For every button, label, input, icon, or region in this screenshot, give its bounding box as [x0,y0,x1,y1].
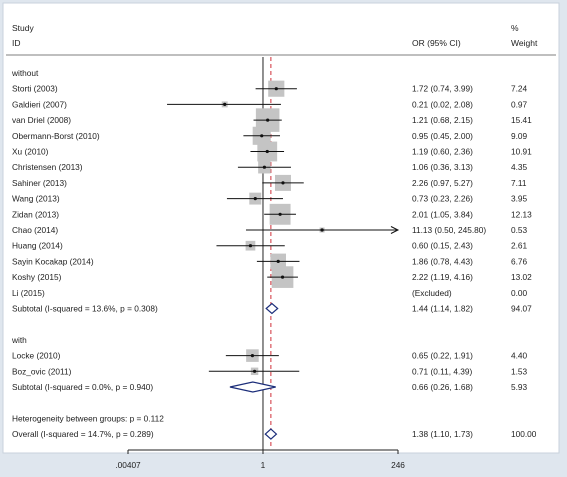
point-estimate [278,212,282,216]
estimate-text: 1.44 (1.14, 1.82) [412,304,473,314]
header-study: Study [12,23,34,33]
estimate-text: 1.38 (1.10, 1.73) [412,429,473,439]
overall-diamond [264,428,278,440]
point-estimate [260,134,264,138]
x-tick-label: 246 [391,460,405,470]
point-estimate [223,102,227,106]
estimate-text: 1.06 (0.36, 3.13) [412,162,473,172]
point-estimate [248,244,253,248]
study-label: Galdieri (2007) [12,99,67,109]
point-estimate [280,275,285,279]
point-estimate [262,165,267,169]
overall-label: Overall (I-squared = 14.7%, p = 0.289) [12,429,154,439]
estimate-text: 0.60 (0.15, 2.43) [412,241,473,251]
estimate-text: 2.22 (1.19, 4.16) [412,272,473,282]
estimate-text: 1.86 (0.78, 4.43) [412,256,473,266]
estimate-text: 1.19 (0.60, 2.36) [412,147,473,157]
point-estimate [320,228,324,232]
study-label: Christensen (2013) [12,162,83,172]
weight-text: 10.91 [511,147,532,157]
estimate-text: 0.66 (0.26, 1.68) [412,382,473,392]
weight-text: 3.95 [511,194,528,204]
subtotal-diamond [265,302,279,315]
estimate-text: 2.26 (0.97, 5.27) [412,178,473,188]
point-estimate [276,259,280,263]
subtotal-diamond [229,381,276,393]
study-label: Sayin Kocakap (2014) [12,256,94,266]
point-estimate [281,181,285,185]
point-estimate [253,197,257,201]
study-label: Zidan (2013) [12,209,59,219]
weight-text: 12.13 [511,209,532,219]
estimate-text: 1.72 (0.74, 3.99) [412,84,473,94]
estimate-text: (Excluded) [412,288,452,298]
point-estimate [266,118,270,122]
x-tick-label: 1 [261,460,266,470]
header-weight: Weight [511,38,538,48]
weight-text: 94.07 [511,304,532,314]
study-label: Li (2015) [12,288,45,298]
estimate-text: 0.65 (0.22, 1.91) [412,351,473,361]
study-label: Boz_ovic (2011) [12,366,72,376]
subtotal-label: Subtotal (I-squared = 0.0%, p = 0.940) [12,382,153,392]
study-label: Storti (2003) [12,84,58,94]
weight-text: 0.53 [511,225,528,235]
group-label: without [11,68,39,78]
estimate-text: 0.95 (0.45, 2.00) [412,131,473,141]
weight-text: 4.35 [511,162,528,172]
study-label: Sahiner (2013) [12,178,67,188]
ci-arrow [390,226,400,234]
weight-text: 13.02 [511,272,532,282]
weight-text: 1.53 [511,366,528,376]
weight-text: 0.00 [511,288,528,298]
estimate-text: 0.21 (0.02, 2.08) [412,99,473,109]
study-label: Koshy (2015) [12,272,62,282]
header-weight-top: % [511,23,519,33]
weight-text: 100.00 [511,429,537,439]
weight-text: 5.93 [511,382,528,392]
weight-text: 2.61 [511,241,528,251]
weight-text: 0.97 [511,99,528,109]
estimate-text: 11.13 (0.50, 245.80) [412,225,486,235]
weight-text: 7.24 [511,84,528,94]
x-tick-label: .00407 [115,460,141,470]
weight-text: 6.76 [511,256,528,266]
estimate-text: 0.73 (0.23, 2.26) [412,194,473,204]
subtotal-label: Subtotal (I-squared = 13.6%, p = 0.308) [12,304,158,314]
point-estimate [274,87,278,91]
study-label: Obermann-Borst (2010) [12,131,100,141]
plot-panel [2,2,560,454]
study-label: van Driel (2008) [12,115,71,125]
estimate-text: 1.21 (0.68, 2.15) [412,115,473,125]
header-id: ID [12,38,21,48]
group-label: with [11,335,27,345]
header-estimate: OR (95% CI) [412,38,461,48]
point-estimate [250,354,255,358]
study-label: Chao (2014) [12,225,58,235]
study-label: Xu (2010) [12,147,49,157]
study-label: Wang (2013) [12,194,60,204]
weight-text: 9.09 [511,131,528,141]
estimate-text: 0.71 (0.11, 4.39) [412,366,473,376]
study-label: Huang (2014) [12,241,63,251]
point-estimate [252,369,257,373]
weight-text: 4.40 [511,351,528,361]
estimate-text: 2.01 (1.05, 3.84) [412,209,473,219]
point-estimate [265,149,269,154]
weight-text: 15.41 [511,115,532,125]
weight-text: 7.11 [511,178,527,188]
heterogeneity-note: Heterogeneity between groups: p = 0.112 [12,413,164,423]
study-label: Locke (2010) [12,351,61,361]
